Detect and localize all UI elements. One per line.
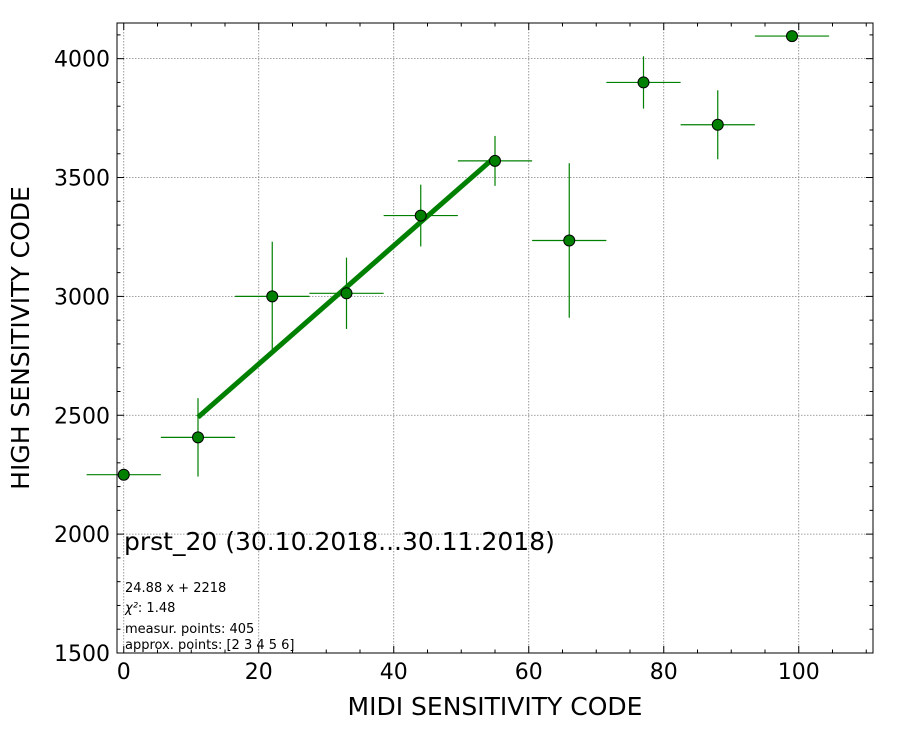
chi2-symbol: χ² xyxy=(124,601,138,616)
x-tick-label: 60 xyxy=(515,660,543,685)
data-point xyxy=(340,287,353,300)
data-point xyxy=(786,30,798,43)
y-tick-label: 2000 xyxy=(54,523,110,548)
data-point xyxy=(637,76,650,89)
data-point xyxy=(414,209,427,222)
y-axis-label: HIGH SENSITIVITY CODE xyxy=(6,186,35,490)
chi2-value: : 1.48 xyxy=(138,601,175,616)
data-point xyxy=(711,118,724,131)
data-point xyxy=(489,154,501,167)
x-tick-labels: 0 20 40 60 80 100 xyxy=(117,660,820,685)
data-point xyxy=(192,431,204,444)
annotation-equation: 24.88 x + 2218 xyxy=(125,581,226,596)
x-axis-label: MIDI SENSITIVITY CODE xyxy=(348,692,643,721)
data-point xyxy=(266,290,279,303)
y-tick-label: 3000 xyxy=(54,285,110,310)
annotation-approx-points: approx. points: [2 3 4 5 6] xyxy=(125,638,295,653)
annotation-block: prst_20 (30.10.2018...30.11.2018) 24.88 … xyxy=(124,527,555,653)
x-tick-label: 0 xyxy=(117,660,131,685)
y-tick-label: 2500 xyxy=(54,404,110,429)
y-tick-labels: 1500 2000 2500 3000 3500 4000 xyxy=(54,48,110,667)
plot-frame xyxy=(116,22,874,654)
data-point xyxy=(117,468,130,481)
markers xyxy=(117,30,798,481)
y-tick-label: 4000 xyxy=(54,48,110,73)
x-tick-label: 40 xyxy=(380,660,408,685)
major-ticks xyxy=(117,23,873,654)
minor-ticks xyxy=(117,23,873,653)
x-tick-label: 20 xyxy=(245,660,273,685)
annotation-title: prst_20 (30.10.2018...30.11.2018) xyxy=(124,527,555,556)
data-point xyxy=(563,234,576,247)
grid xyxy=(117,23,873,653)
y-tick-label: 3500 xyxy=(54,167,110,192)
annotation-chi2: χ²: 1.48 xyxy=(124,601,175,616)
errorbars xyxy=(86,35,830,477)
x-tick-label: 80 xyxy=(650,660,678,685)
annotation-measur-points: measur. points: 405 xyxy=(125,622,254,637)
x-tick-label: 100 xyxy=(778,660,820,685)
y-tick-label: 1500 xyxy=(54,642,110,667)
